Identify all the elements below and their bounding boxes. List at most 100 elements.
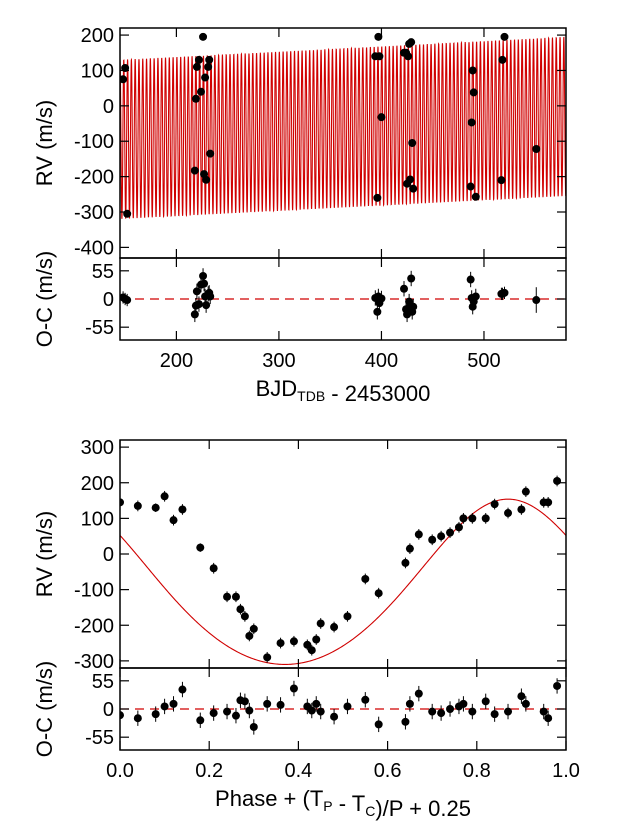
data-point xyxy=(276,639,285,648)
data-point xyxy=(169,516,178,525)
data-point xyxy=(500,32,509,41)
data-point xyxy=(468,66,477,75)
data-point xyxy=(408,139,417,147)
data-point xyxy=(544,714,553,723)
data-point xyxy=(289,684,298,693)
plot-area xyxy=(120,268,566,323)
data-point xyxy=(406,175,415,184)
data-point xyxy=(236,605,245,614)
data-point xyxy=(194,55,203,64)
data-point xyxy=(120,75,128,84)
data-point xyxy=(481,514,490,523)
y-tick-label: -300 xyxy=(74,202,114,224)
x-tick-label: 0.0 xyxy=(106,760,134,782)
data-point xyxy=(202,175,211,184)
data-point xyxy=(245,706,254,715)
data-point xyxy=(471,192,480,201)
data-point xyxy=(459,699,468,708)
data-point xyxy=(231,711,240,720)
x-tick-label: 500 xyxy=(467,350,500,372)
data-point xyxy=(373,307,382,316)
data-point xyxy=(303,640,312,649)
data-point xyxy=(467,118,476,127)
data-point xyxy=(405,544,414,553)
data-point xyxy=(407,38,416,47)
data-point xyxy=(361,574,370,583)
data-point xyxy=(500,288,509,297)
y-tick-label: -55 xyxy=(85,317,114,339)
data-point xyxy=(521,487,530,496)
plot-area xyxy=(120,475,566,665)
y-tick-label: -200 xyxy=(74,167,114,189)
y-axis-title: RV (m/s) xyxy=(32,100,57,186)
data-point xyxy=(202,301,211,310)
y-tick-label: 100 xyxy=(81,60,114,82)
data-point xyxy=(192,287,201,296)
x-tick-label: 1.0 xyxy=(552,760,580,782)
data-point xyxy=(240,697,249,706)
y-tick-label: 55 xyxy=(92,261,114,283)
data-point xyxy=(206,149,215,158)
data-point xyxy=(307,646,316,655)
y-tick-label: -400 xyxy=(74,237,114,259)
data-point xyxy=(289,637,298,646)
y-tick-label: 200 xyxy=(81,473,114,495)
panel-rv-vs-time: 200 100 0 -100 -200 -300 -400 RV (m/s) xyxy=(32,25,567,259)
data-point xyxy=(446,528,455,537)
data-point xyxy=(245,631,254,640)
data-point xyxy=(223,592,232,601)
y-axis-title: RV (m/s) xyxy=(32,511,57,597)
data-point xyxy=(343,612,352,621)
data-point xyxy=(199,32,208,41)
data-point xyxy=(374,589,383,598)
data-point xyxy=(196,716,205,725)
x-axis-title: BJDTDB - 2453000 xyxy=(256,376,431,406)
data-point xyxy=(205,55,214,64)
data-point xyxy=(428,535,437,544)
data-point xyxy=(414,689,423,698)
data-point xyxy=(401,558,410,567)
data-point xyxy=(490,500,499,509)
data-point xyxy=(405,699,414,708)
data-point xyxy=(454,523,463,532)
y-tick-label: -100 xyxy=(74,131,114,153)
y-tick-label: -55 xyxy=(85,727,114,749)
data-point xyxy=(169,699,178,708)
data-point xyxy=(504,707,513,716)
data-point xyxy=(459,514,468,523)
data-point xyxy=(160,492,169,501)
y-tick-label: -100 xyxy=(74,580,114,602)
data-point xyxy=(190,310,199,319)
data-point xyxy=(120,711,124,720)
data-point xyxy=(151,710,160,719)
data-point xyxy=(373,193,382,202)
data-point xyxy=(377,294,386,303)
data-point xyxy=(312,699,321,708)
y-axis-title: O-C (m/s) xyxy=(32,251,57,348)
y-tick-label: 0 xyxy=(103,699,114,721)
data-point xyxy=(539,707,548,716)
data-point xyxy=(178,685,187,694)
data-point xyxy=(240,612,249,621)
data-point xyxy=(316,707,325,716)
panel-rv-vs-phase: 300 200 100 0 -100 -200 -300 RV (m/s) xyxy=(32,437,567,673)
y-tick-label: 100 xyxy=(81,508,114,530)
y-tick-label: 55 xyxy=(92,671,114,693)
plot-area xyxy=(120,678,566,735)
x-tick-label: 0.2 xyxy=(195,760,223,782)
model-curve xyxy=(120,498,566,665)
data-point xyxy=(249,722,258,731)
data-point xyxy=(437,709,446,718)
y-tick-label: 300 xyxy=(81,437,114,459)
data-point xyxy=(200,279,209,288)
x-tick-label: 300 xyxy=(262,350,295,372)
y-tick-label: -200 xyxy=(74,615,114,637)
data-point xyxy=(209,709,218,718)
data-point xyxy=(401,717,410,726)
data-point xyxy=(120,498,124,507)
x-tick-label: 0.4 xyxy=(284,760,312,782)
data-point xyxy=(481,697,490,706)
data-point xyxy=(330,712,339,721)
data-point xyxy=(466,275,475,284)
